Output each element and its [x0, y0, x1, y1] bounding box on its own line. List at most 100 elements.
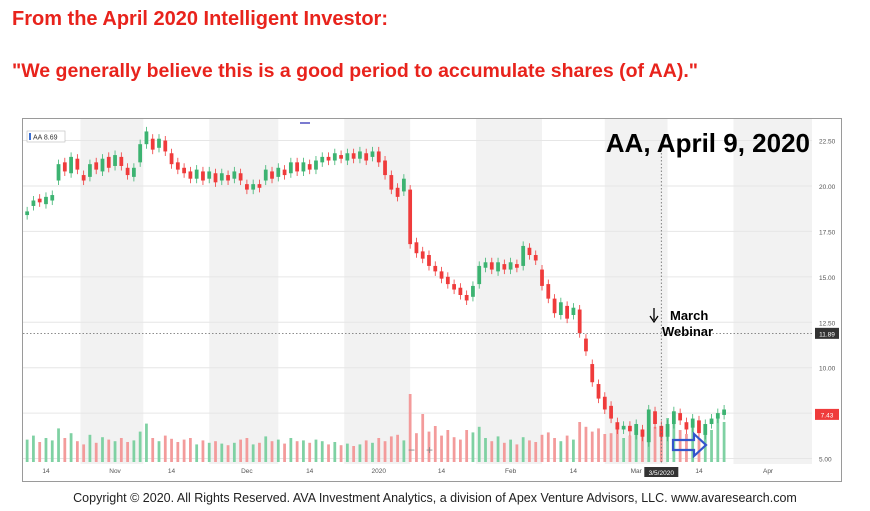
candle-body	[358, 151, 362, 159]
headline-quote: "We generally believe this is a good per…	[12, 60, 698, 82]
candle-body	[188, 171, 193, 179]
candle-body	[201, 171, 205, 181]
candle-body	[527, 247, 532, 256]
shaded-band	[476, 119, 543, 464]
candle-body	[640, 429, 645, 437]
chart-toolbar[interactable]: − +	[408, 443, 433, 457]
candle-body	[88, 164, 92, 177]
candle-body	[69, 156, 73, 174]
candle-body	[295, 162, 300, 172]
volume-bar	[408, 394, 412, 462]
candle-body	[314, 160, 318, 170]
volume-bar	[546, 432, 550, 462]
candle-body	[596, 384, 601, 399]
volume-bar	[245, 438, 249, 462]
volume-bar	[615, 425, 619, 462]
price-tag-label: 11.89	[819, 331, 835, 338]
candle-body	[508, 262, 513, 270]
candle-body	[602, 396, 607, 410]
y-tick-label: 12.50	[819, 320, 836, 327]
volume-bar	[126, 442, 129, 462]
candle-body	[395, 187, 400, 197]
volume-bar	[710, 430, 713, 462]
candle-body	[445, 276, 450, 285]
volume-bar	[232, 442, 236, 462]
candle-body	[276, 167, 281, 177]
candle-body	[709, 418, 714, 425]
candle-body	[100, 158, 105, 172]
zoom-out-icon[interactable]: −	[408, 443, 415, 457]
annotation-label: March Webinar	[649, 308, 713, 339]
y-tick-label: 10.00	[819, 366, 836, 373]
volume-bar	[50, 440, 54, 462]
annotation-line-2: Webinar	[662, 324, 713, 339]
candle-body	[653, 411, 657, 425]
candle-body	[571, 307, 576, 315]
volume-bar	[716, 415, 720, 462]
period-bands	[80, 119, 812, 464]
candle-body	[609, 405, 613, 419]
candle-body	[684, 422, 689, 430]
candle-body	[659, 425, 664, 437]
candle-body	[722, 409, 726, 415]
zoom-in-icon[interactable]: +	[426, 443, 433, 457]
candle-body	[678, 413, 683, 421]
volume-bar	[597, 428, 600, 462]
volume-bar	[32, 435, 35, 462]
volume-bar	[207, 442, 211, 462]
candle-body	[515, 264, 519, 268]
volume-bar	[477, 426, 481, 462]
candle-body	[697, 420, 701, 434]
candle-body	[175, 162, 180, 170]
volume-bar	[264, 436, 268, 462]
x-tick-label: 2020	[372, 468, 387, 475]
volume-bar	[565, 435, 569, 462]
candle-body	[690, 418, 695, 428]
volume-bar	[364, 440, 368, 462]
volume-bar	[722, 422, 726, 462]
chart-overlays: 11.89 7.43 3/5/2020	[23, 146, 839, 477]
candle-body	[125, 167, 130, 176]
candle-body	[383, 160, 387, 176]
volume-bar	[402, 440, 406, 462]
volume-bar	[145, 423, 148, 462]
candle-body	[452, 284, 456, 290]
date-tag-box	[644, 467, 679, 477]
volume-bar	[490, 441, 494, 462]
volume-bar	[339, 445, 343, 462]
volume-bar	[572, 439, 575, 462]
candle-body	[502, 264, 507, 270]
volume-bar	[157, 441, 161, 462]
volume-bar	[584, 426, 588, 462]
volume-bar	[101, 437, 104, 462]
volume-bar	[44, 438, 48, 462]
candle-body	[144, 131, 149, 145]
volume-bar	[345, 443, 349, 462]
candle-body	[81, 175, 86, 181]
candle-body	[226, 175, 230, 181]
chart-canvas: 5.007.5010.0012.5015.0017.5020.0022.5014…	[22, 118, 842, 482]
x-tick-label: Apr	[763, 468, 774, 475]
candle-body	[150, 138, 155, 150]
volume-bar	[289, 438, 293, 462]
down-arrow-icon	[649, 308, 659, 324]
x-tick-label: 14	[168, 468, 176, 475]
volume-bar	[440, 435, 443, 462]
volume-bar	[703, 433, 707, 462]
candle-body	[31, 200, 36, 206]
headline-source: From the April 2020 Intelligent Investor…	[12, 8, 388, 30]
x-tick-label: Mar	[631, 468, 643, 475]
candle-body	[665, 424, 670, 437]
volume-bar	[471, 432, 475, 462]
volume-bar	[352, 446, 356, 462]
volume-bar	[371, 442, 374, 462]
candle-body	[219, 173, 224, 181]
candle-body	[634, 424, 639, 435]
volume-bar	[314, 439, 318, 462]
volume-bar	[308, 442, 312, 462]
y-tick-label: 22.50	[819, 139, 836, 146]
volume-bar	[396, 434, 399, 462]
drag-handle-icon[interactable]	[300, 122, 310, 124]
candle-body	[307, 164, 312, 170]
volume-bar	[691, 426, 695, 462]
